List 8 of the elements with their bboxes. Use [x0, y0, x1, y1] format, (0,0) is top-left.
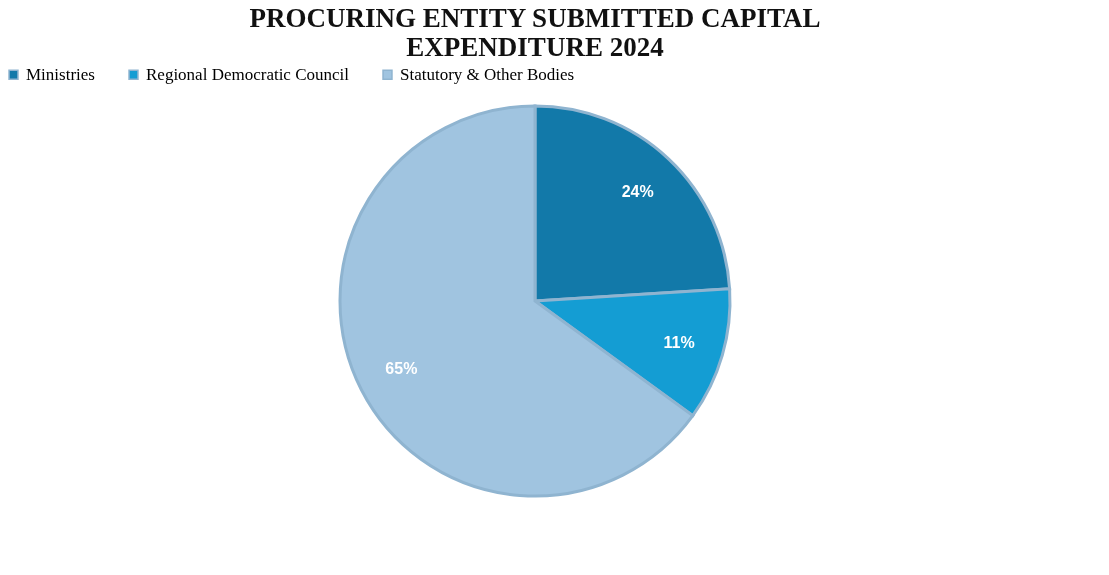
legend-label: Statutory & Other Bodies: [400, 64, 575, 84]
text: PROCURING ENTITY SUBMITTED CAPITAL: [249, 3, 821, 33]
data-label: 65%: [385, 360, 418, 378]
data-label: 11%: [663, 333, 695, 351]
legend-label: Regional Democratic Council: [146, 64, 350, 84]
text: EXPENDITURE 2024: [406, 32, 664, 62]
data-label: 24%: [621, 182, 654, 200]
legend-label: Ministries: [26, 64, 95, 84]
